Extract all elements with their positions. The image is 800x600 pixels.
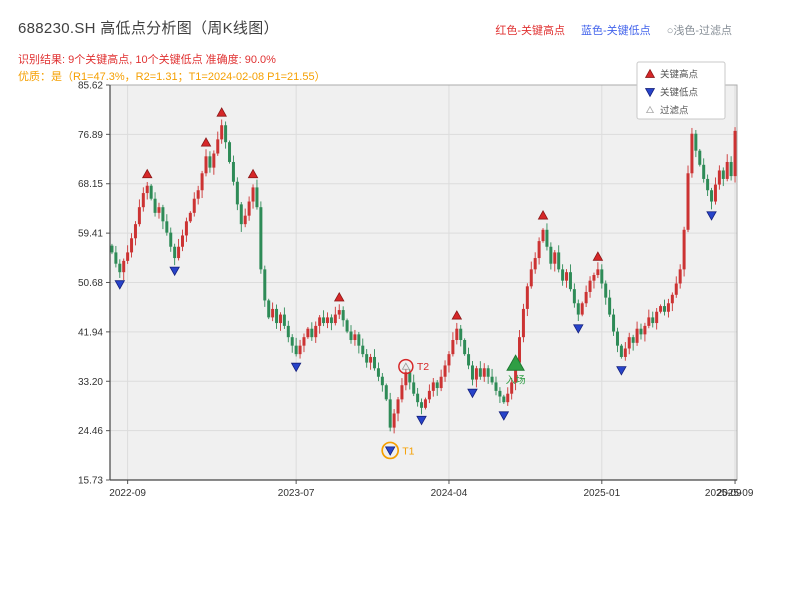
legend-item-label: 关键高点	[660, 69, 699, 81]
legend-key-high-icon	[644, 68, 656, 78]
y-tick-label: 50.68	[78, 278, 103, 289]
key-high-marker	[537, 210, 549, 220]
candles	[110, 119, 737, 434]
key-point-markers	[114, 100, 717, 456]
key-low-marker	[467, 388, 478, 399]
x-tick-label: 2024-04	[431, 488, 468, 499]
x-tick-label: 2025-09	[717, 488, 754, 499]
key-low-marker	[290, 362, 302, 373]
key-high-marker	[200, 137, 212, 147]
page-title: 688230.SH 高低点分析图（周K线图）	[18, 20, 279, 37]
entry-label: 入场	[506, 373, 526, 386]
key-low-marker	[706, 211, 717, 221]
legend-key-high-label: 红色-关键高点	[495, 25, 566, 37]
legend-filtered-icon	[645, 105, 655, 114]
y-tick-label: 59.41	[78, 229, 103, 240]
y-tick-label: 85.62	[78, 81, 103, 92]
key-high-marker	[333, 291, 345, 302]
key-low-marker	[616, 366, 627, 376]
filtered-point-circle	[398, 358, 414, 375]
t1-label: T1	[402, 445, 414, 457]
recognition-result-text: 识别结果: 9个关键高点, 10个关键低点 准确度: 90.0%	[18, 54, 276, 66]
legend-filtered-label: ○浅色-过滤点	[666, 25, 732, 37]
chart-legend-box	[636, 61, 726, 120]
y-tick-label: 33.20	[78, 377, 103, 388]
key-low-marker	[114, 280, 126, 290]
key-high-marker	[216, 107, 227, 117]
key-low-marker	[416, 415, 427, 426]
legend-item-label: 关键低点	[660, 87, 699, 99]
key-high-marker	[247, 168, 259, 179]
y-tick-label: 15.73	[78, 476, 103, 487]
t1-highlight-circle	[381, 441, 400, 460]
entry-marker	[506, 354, 525, 371]
key-high-marker	[451, 310, 463, 320]
x-tick-label: 2025-01	[583, 488, 620, 499]
annotations: T2 T1 入场	[381, 354, 526, 460]
x-tick-label: 2025-09	[705, 488, 742, 499]
key-low-marker	[384, 446, 396, 456]
y-tick-label: 24.46	[78, 426, 103, 437]
key-low-marker	[169, 266, 180, 277]
y-tick-label: 41.94	[78, 327, 103, 338]
x-tick-label: 2022-09	[109, 488, 146, 499]
key-high-marker	[592, 251, 604, 261]
x-tick-label: 2023-07	[278, 488, 315, 499]
key-low-marker	[573, 324, 584, 334]
y-tick-label: 76.89	[78, 130, 103, 141]
y-tick-label: 68.15	[78, 179, 103, 190]
legend-item-label: 过滤点	[660, 105, 689, 117]
legend-key-low-icon	[644, 88, 656, 98]
axes: 15.73 24.46 33.20 41.94 50.68 59.41 68.15 76.89…	[78, 81, 754, 500]
key-low-marker	[498, 411, 510, 421]
filtered-point-marker	[401, 362, 410, 370]
filtered-point-label: T2	[417, 361, 429, 373]
key-high-marker	[141, 168, 153, 179]
quality-result-text: 优质：是（R1=47.3%，R2=1.31；T1=2024-02-08 P1=2…	[18, 71, 326, 83]
legend-key-low-label: 蓝色-关键低点	[581, 25, 651, 37]
color-legend: 红色-关键高点 蓝色-关键低点 ○浅色-过滤点	[495, 22, 732, 38]
